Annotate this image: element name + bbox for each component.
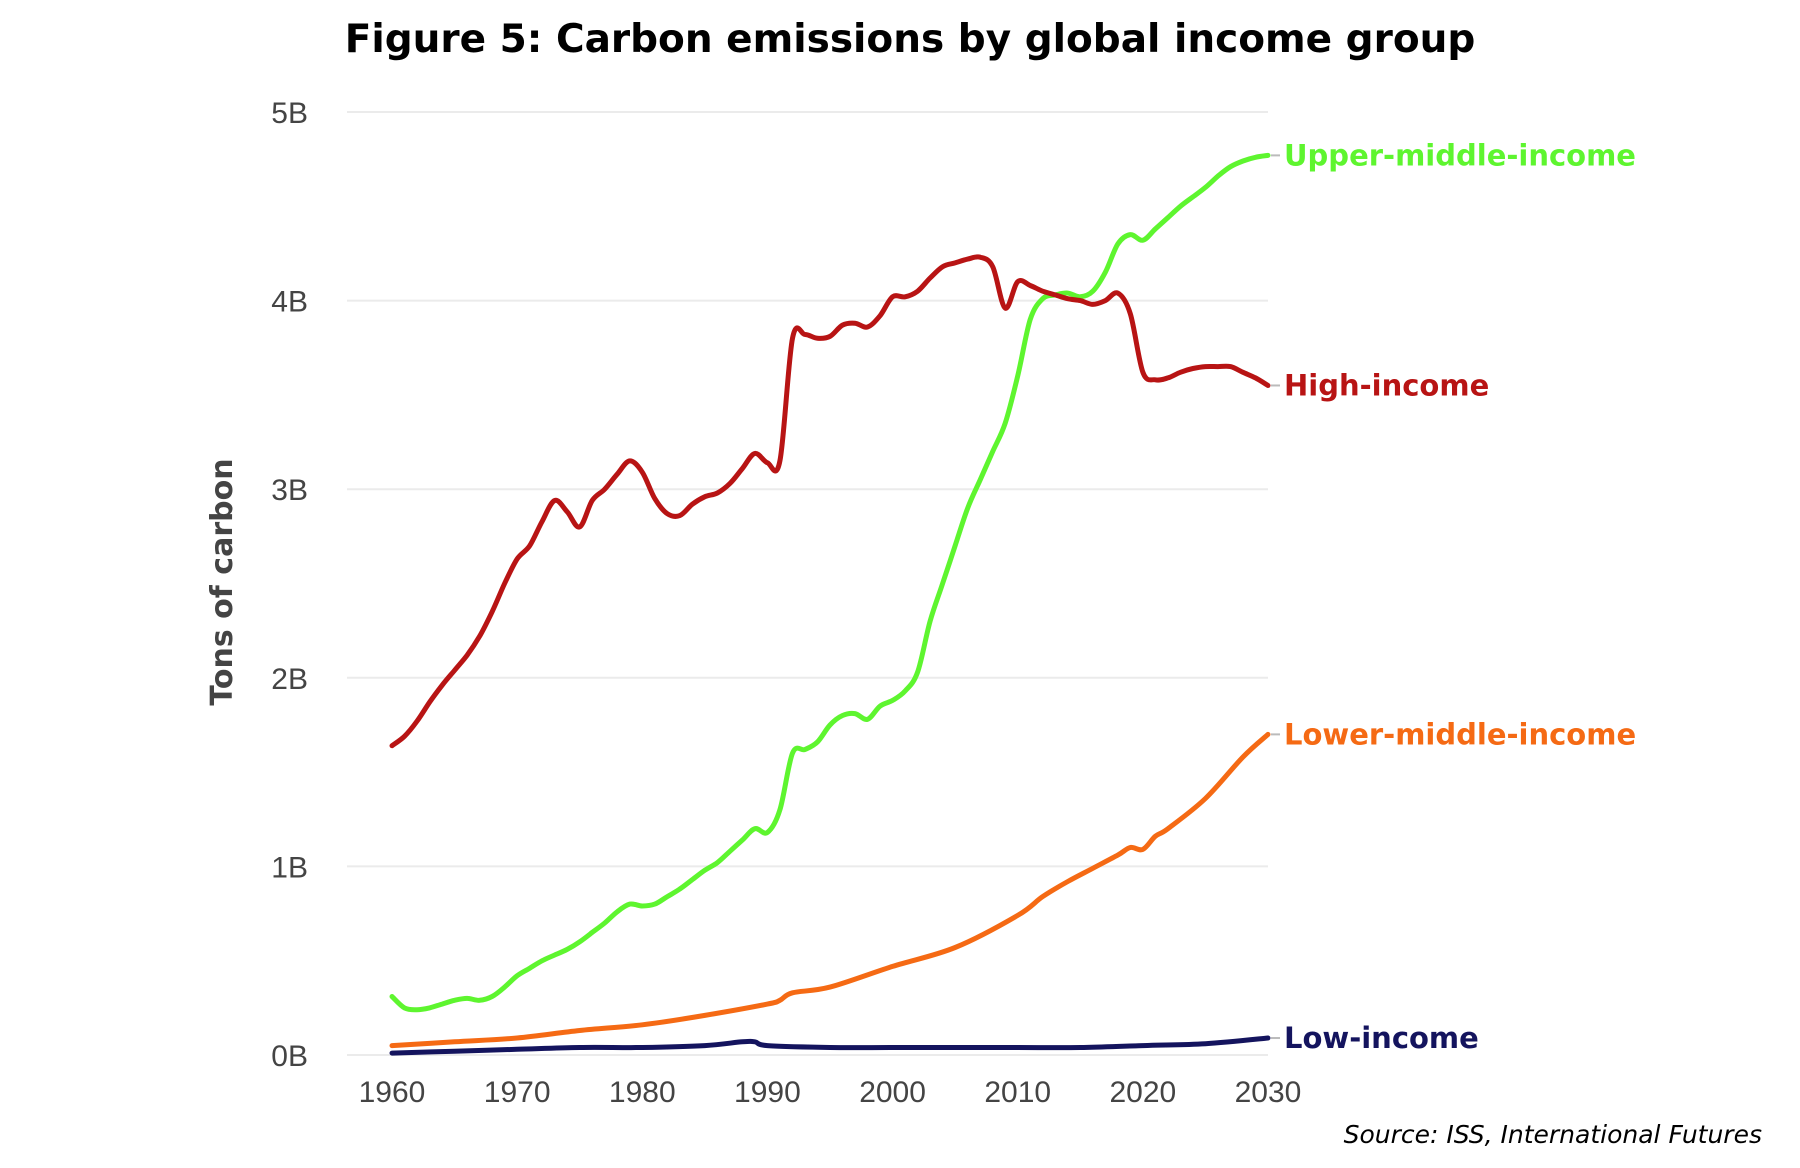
series-label-low-income: Low-income [1284, 1021, 1479, 1055]
x-tick-label: 2030 [1235, 1076, 1302, 1109]
y-tick-label: 3B [271, 474, 308, 507]
y-tick-label: 1B [271, 851, 308, 884]
y-tick-label: 2B [271, 663, 308, 696]
series-line-low-income [389, 1035, 1271, 1056]
x-tick-label: 1960 [359, 1076, 426, 1109]
series-label-upper-middle-income: Upper-middle-income [1284, 138, 1636, 172]
series-line-high-income [389, 254, 1271, 749]
x-tick-label: 2000 [859, 1076, 926, 1109]
grid-lines [347, 111, 1268, 1056]
series-labels: Upper-middle-income High-income Lower-midd… [1271, 138, 1636, 1055]
x-tick-label: 1990 [734, 1076, 801, 1109]
x-tick-label: 1980 [609, 1076, 676, 1109]
series-line-upper-middle-income [389, 152, 1271, 1013]
x-tick-label: 2020 [1109, 1076, 1176, 1109]
y-tick-label: 4B [271, 286, 308, 319]
y-axis-ticks: 0B 1B 2B 3B 4B 5B [271, 97, 308, 1073]
y-axis-label: Tons of carbon [205, 458, 240, 705]
x-tick-label: 1970 [484, 1076, 551, 1109]
series-lines [389, 152, 1271, 1056]
x-axis-ticks: 1960 1970 1980 1990 2000 2010 2020 2030 [359, 1076, 1302, 1109]
y-tick-label: 5B [271, 97, 308, 130]
series-label-high-income: High-income [1284, 368, 1489, 402]
y-tick-label: 0B [271, 1040, 308, 1073]
chart-title: Figure 5: Carbon emissions by global inc… [345, 17, 1476, 62]
x-tick-label: 2010 [984, 1076, 1051, 1109]
source-note: Source: ISS, International Futures [1344, 1120, 1762, 1149]
series-label-lower-middle-income: Lower-middle-income [1284, 717, 1636, 751]
series-line-lower-middle-income [389, 731, 1271, 1049]
